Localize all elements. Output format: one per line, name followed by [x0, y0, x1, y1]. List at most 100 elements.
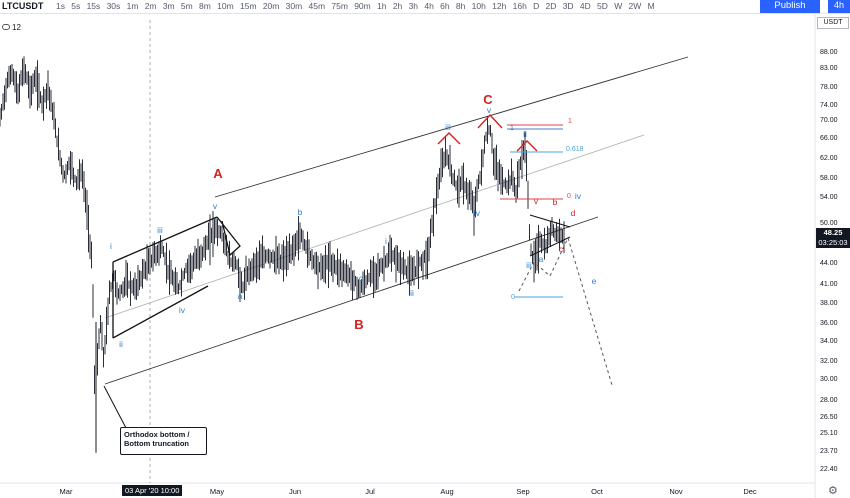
last-price-tag: 48.25 — [816, 228, 850, 238]
interval-2m[interactable]: 2m — [144, 1, 157, 11]
time-tick-label: May — [210, 487, 224, 496]
interval-90m[interactable]: 90m — [354, 1, 371, 11]
channel-mid-line — [104, 134, 645, 319]
eye-icon[interactable] — [2, 24, 10, 30]
price-tick-label: 88.00 — [820, 49, 838, 56]
wave-label: iii — [445, 122, 451, 132]
wave-label: i — [110, 241, 112, 251]
note-box[interactable]: Orthodox bottom / Bottom truncation — [120, 427, 207, 455]
interval-2h[interactable]: 2h — [392, 1, 403, 11]
interval-4D[interactable]: 4D — [579, 1, 591, 11]
price-tick-label: 30.00 — [820, 376, 838, 383]
interval-30s[interactable]: 30s — [106, 1, 121, 11]
price-tick-label: 44.00 — [820, 260, 838, 267]
interval-45m[interactable]: 45m — [308, 1, 326, 11]
interval-1m[interactable]: 1m — [126, 1, 139, 11]
indicator-legend[interactable]: 12 — [2, 23, 21, 32]
wave-label: iii — [157, 225, 163, 235]
wave-label: ii — [410, 288, 414, 298]
price-tick-label: 34.00 — [820, 338, 838, 345]
interval-75m[interactable]: 75m — [331, 1, 348, 11]
interval-8h[interactable]: 8h — [455, 1, 466, 11]
interval-3m[interactable]: 3m — [162, 1, 175, 11]
interval-6h[interactable]: 6h — [440, 1, 450, 11]
interval-4h[interactable]: 4h — [424, 1, 434, 11]
interval-5m[interactable]: 5m — [180, 1, 193, 11]
price-tick-label: 26.50 — [820, 414, 838, 421]
currency-label[interactable]: USDT — [817, 17, 849, 29]
wave-label: i — [497, 178, 499, 188]
top-toolbar: LTCUSDT 1s 5s 15s 30s 1m 2m 3m 5m 8m 10m 15m 20m 30m… — [0, 0, 850, 14]
wave-label: b — [298, 207, 303, 217]
interval-3D[interactable]: 3D — [562, 1, 574, 11]
symbol-label[interactable]: LTCUSDT — [2, 1, 44, 11]
price-tick-label: 83.00 — [820, 65, 838, 72]
time-tick-label: Jul — [365, 487, 375, 496]
interval-M[interactable]: M — [647, 1, 655, 11]
price-tick-label: 25.10 — [820, 430, 838, 437]
triangle-pattern — [529, 214, 571, 257]
price-tick-label: 36.00 — [820, 320, 838, 327]
candles — [0, 56, 565, 453]
interval-2W[interactable]: 2W — [628, 1, 642, 11]
interval-16h[interactable]: 16h — [512, 1, 527, 11]
price-tick-label: 54.00 — [820, 194, 838, 201]
price-tick-label: 62.00 — [820, 155, 838, 162]
price-tick-label: 70.00 — [820, 117, 838, 124]
wave-label: a — [238, 291, 243, 301]
interval-1s[interactable]: 1s — [56, 1, 65, 11]
legend-value: 12 — [12, 23, 21, 32]
wave-label-A: A — [213, 166, 223, 181]
wave-label: d — [571, 208, 576, 218]
wave-label: c — [559, 244, 564, 254]
interval-10h[interactable]: 10h — [471, 1, 486, 11]
price-tick-label: 66.00 — [820, 135, 838, 142]
wave-label: iv — [575, 191, 582, 201]
wave-label: ii — [119, 339, 123, 349]
interval-list: 1s 5s 15s 30s 1m 2m 3m 5m 8m 10m 15m 20m 30m 45m 75m 90… — [56, 1, 661, 11]
interval-30m[interactable]: 30m — [285, 1, 303, 11]
interval-15s[interactable]: 15s — [86, 1, 101, 11]
channel-upper-line — [214, 56, 689, 198]
wave-label-C: C — [483, 92, 493, 107]
interval-10m[interactable]: 10m — [217, 1, 234, 11]
active-interval-button[interactable]: 4h — [828, 0, 850, 13]
interval-8m[interactable]: 8m — [199, 1, 211, 11]
interval-5D[interactable]: 5D — [597, 1, 608, 11]
countdown-tag: 03:25:03 — [816, 238, 850, 248]
interval-D[interactable]: D — [533, 1, 540, 11]
interval-1h[interactable]: 1h — [377, 1, 387, 11]
wave-label: v — [487, 105, 492, 115]
fib-levels — [500, 124, 563, 298]
wave-label: iii — [526, 260, 532, 270]
interval-5s[interactable]: 5s — [71, 1, 81, 11]
channel-lower-line — [104, 216, 599, 385]
time-tick-label: Aug — [440, 487, 453, 496]
peak-markers — [437, 113, 538, 152]
interval-15m[interactable]: 15m — [239, 1, 257, 11]
time-tick-label: Mar — [60, 487, 73, 496]
note-connector — [103, 385, 127, 429]
wave-label: a — [539, 254, 544, 264]
fib-label: 0 — [511, 294, 515, 301]
gear-icon[interactable]: ⚙ — [828, 485, 838, 497]
interval-12h[interactable]: 12h — [492, 1, 507, 11]
publish-button[interactable]: Publish — [760, 0, 820, 13]
fib-label: 1 — [510, 125, 514, 132]
wave-a-channel — [112, 216, 241, 339]
time-tick-label: Sep — [516, 487, 529, 496]
price-tick-label: 50.00 — [820, 220, 838, 227]
time-tick-label: Jun — [289, 487, 301, 496]
interval-3h[interactable]: 3h — [408, 1, 419, 11]
wave-label: ii — [523, 129, 527, 139]
price-tick-label: 22.40 — [820, 466, 838, 473]
wave-label-B: B — [354, 317, 363, 332]
interval-W[interactable]: W — [614, 1, 623, 11]
interval-2D[interactable]: 2D — [545, 1, 557, 11]
interval-20m[interactable]: 20m — [262, 1, 280, 11]
fib-label: 0.618 — [566, 146, 584, 153]
price-tick-label: 28.00 — [820, 397, 838, 404]
wave-label: iv — [474, 208, 481, 218]
wave-label: v — [213, 201, 218, 211]
